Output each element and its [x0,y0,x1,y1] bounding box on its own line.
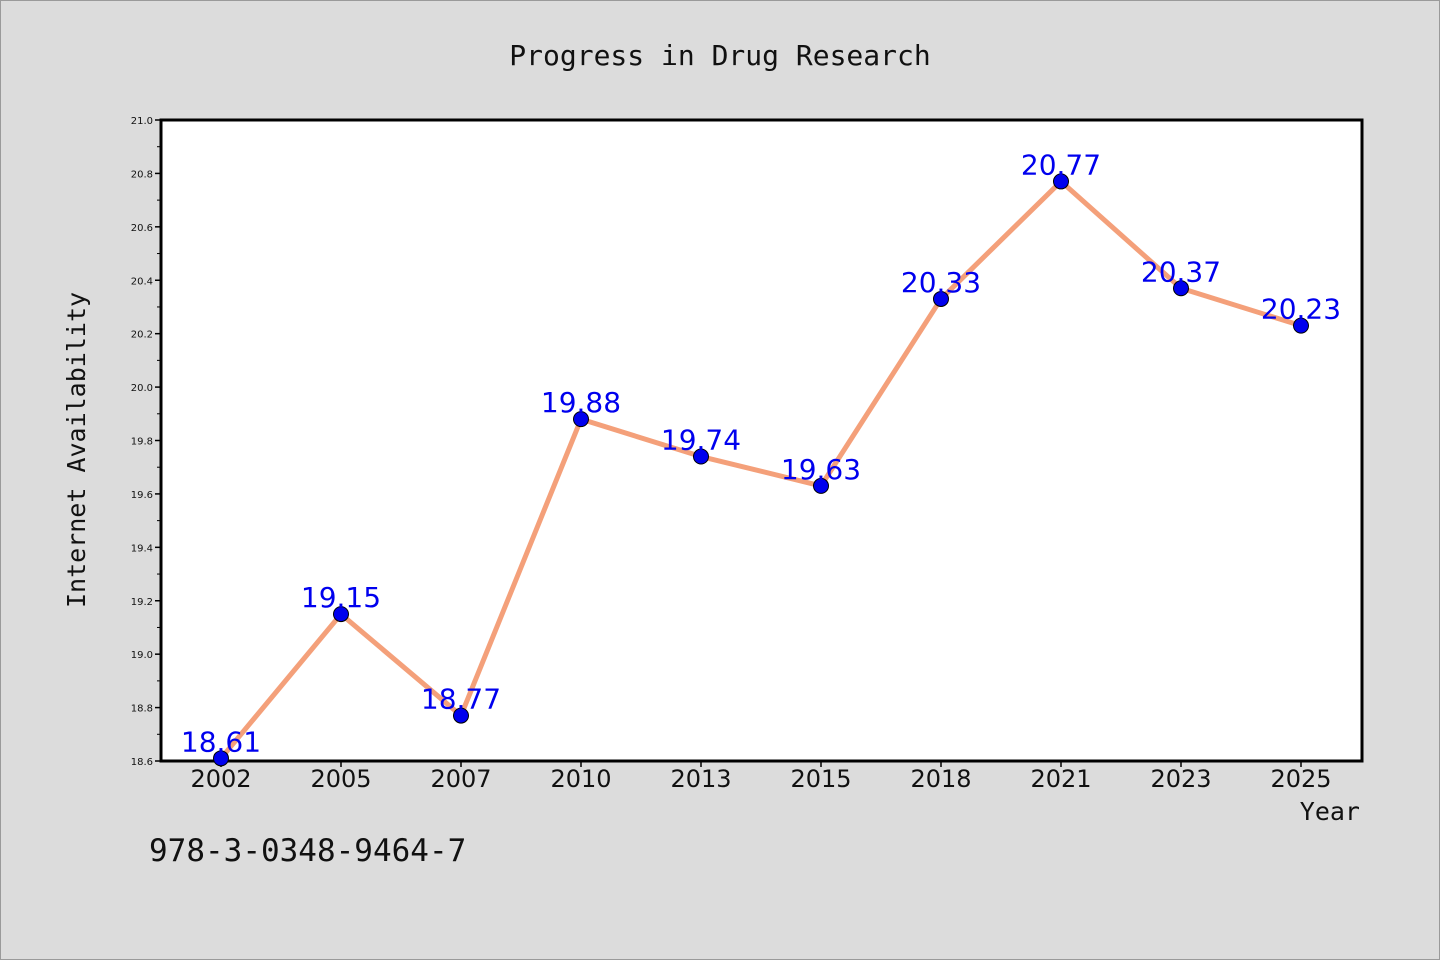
y-tick-label: 20.0 [131,383,153,394]
data-point [453,707,469,724]
data-label: 20.37 [1141,255,1221,288]
data-label: 20.77 [1021,148,1101,181]
plot-area [159,118,1364,763]
isbn-text: 978-3-0348-9464-7 [149,833,467,869]
data-label: 19.63 [781,453,861,486]
x-tick-label: 2021 [1030,765,1091,793]
data-point [813,477,829,494]
y-axis: 18.6 18.8 19.0 19.2 19.4 19.6 19.8 20.0 20.2 20.4… [131,116,161,768]
data-point [573,411,589,428]
data-label: 19.88 [541,386,621,419]
y-tick-label: 19.2 [131,597,153,608]
data-label: 18.77 [421,683,501,716]
y-axis-label: Internet Availability [62,292,91,608]
data-label: 19.15 [301,581,381,614]
y-tick-label: 19.0 [131,650,153,661]
data-point [1053,173,1069,190]
data-label: 20.23 [1261,293,1341,326]
x-tick-label: 2015 [790,765,851,793]
data-point [333,606,349,623]
data-point [933,290,949,307]
y-tick-label: 19.6 [131,490,153,501]
x-tick-label: 2002 [190,765,251,793]
y-tick-label: 18.8 [131,704,153,715]
y-tick-label: 19.4 [131,543,153,554]
data-label: 19.74 [661,424,741,457]
chart-title: Progress in Drug Research [509,39,930,72]
y-tick-label: 20.4 [131,276,153,287]
data-label: 18.61 [181,725,261,758]
y-tick-label: 19.8 [131,437,153,448]
x-axis: 2002 2005 2007 2010 2013 2015 2018 2021 2023 2025 [190,761,1332,793]
x-axis-label: Year [1300,797,1360,826]
data-point [213,750,229,767]
y-tick-label: 18.6 [131,757,153,768]
data-point [1293,317,1309,334]
x-tick-label: 2010 [550,765,611,793]
x-tick-label: 2013 [670,765,731,793]
x-tick-label: 2018 [910,765,971,793]
y-tick-label: 21.0 [131,116,153,127]
x-tick-label: 2025 [1270,765,1331,793]
series-line [218,178,1304,761]
y-tick-label: 20.6 [131,223,153,234]
x-tick-label: 2007 [430,765,491,793]
data-label: 20.33 [901,266,981,299]
y-tick-label: 20.2 [131,330,153,341]
x-tick-label: 2005 [310,765,371,793]
x-tick-label: 2023 [1150,765,1211,793]
y-tick-label: 20.8 [131,169,153,180]
series-group: 18.61 19.15 18.77 19.88 19.74 19.63 20.33 20.77… [181,148,1341,767]
data-point [1173,280,1189,297]
data-point [693,448,709,465]
